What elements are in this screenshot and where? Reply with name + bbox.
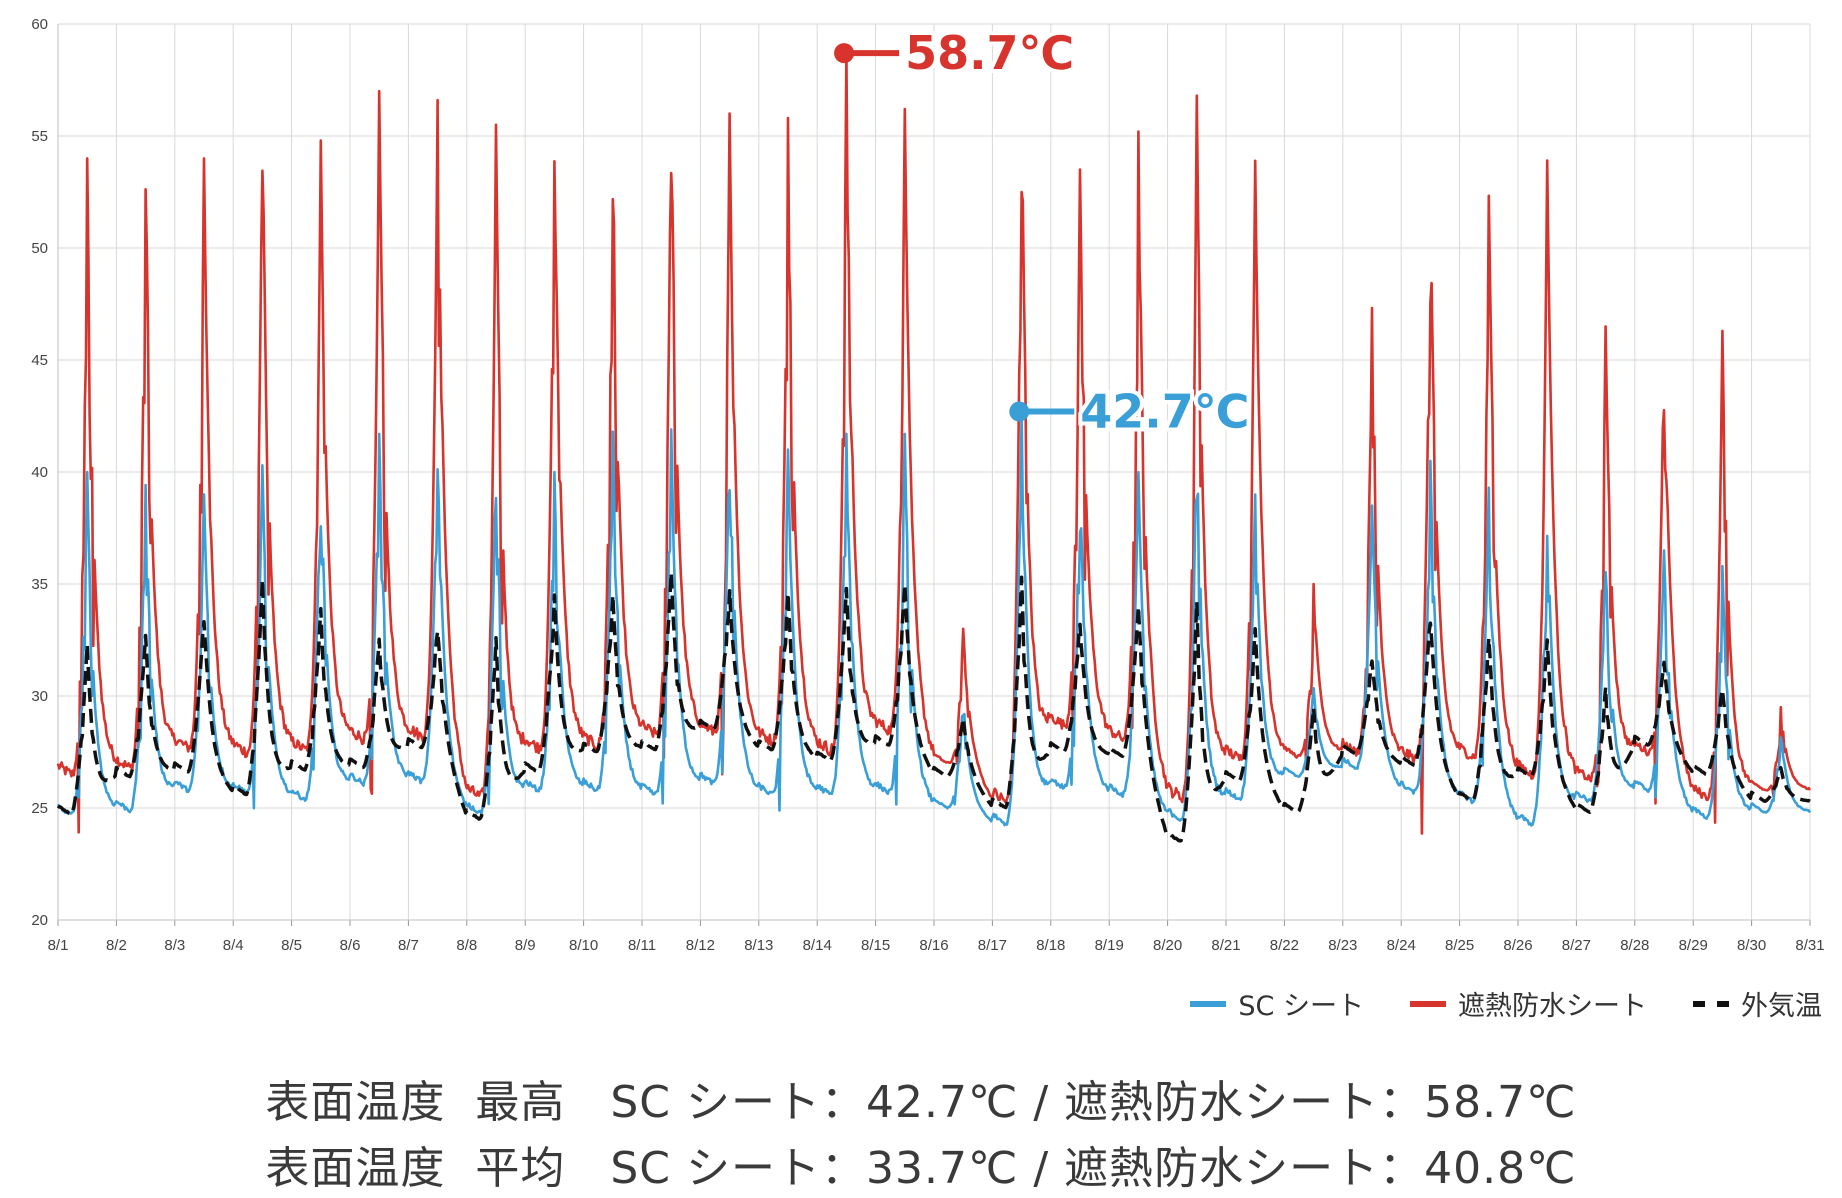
x-tick-label: 8/28 (1620, 937, 1649, 954)
series-line-outdoor (56, 571, 1811, 843)
y-tick-label: 40 (31, 464, 48, 481)
annotation-marker-sc (1009, 401, 1030, 422)
x-tick-label: 8/5 (281, 937, 302, 954)
legend-item-heat: 遮熱防水シート (1410, 984, 1647, 1023)
summary-max-text: 表面温度 最高 SC シート：42.7℃ / 遮熱防水シート：58.7℃ (265, 1077, 1577, 1128)
x-tick-label: 8/10 (569, 937, 598, 954)
x-tick-label: 8/21 (1211, 937, 1240, 954)
x-tick-label: 8/20 (1153, 937, 1182, 954)
x-tick-label: 8/15 (861, 937, 890, 954)
x-tick-label: 8/18 (1036, 937, 1065, 954)
series-line-sc (56, 410, 1812, 827)
x-tick-label: 8/4 (223, 937, 244, 954)
x-tick-label: 8/14 (803, 937, 832, 954)
x-tick-label: 8/30 (1737, 937, 1766, 954)
x-tick-label: 8/8 (456, 937, 477, 954)
chart-legend: SC シート 遮熱防水シート 外気温 (1190, 984, 1822, 1023)
y-tick-label: 35 (31, 576, 48, 593)
x-tick-label: 8/13 (744, 937, 773, 954)
legend-swatch-sc (1190, 1000, 1227, 1007)
x-tick-label: 8/2 (106, 937, 127, 954)
x-tick-label: 8/31 (1795, 937, 1824, 954)
x-tick-label: 8/1 (48, 937, 69, 954)
x-tick-label: 8/22 (1270, 937, 1299, 954)
y-tick-label: 20 (31, 912, 48, 929)
x-tick-label: 8/3 (164, 937, 185, 954)
x-tick-label: 8/25 (1445, 937, 1474, 954)
x-tick-label: 8/24 (1387, 937, 1416, 954)
x-tick-label: 8/27 (1562, 937, 1591, 954)
annotation-label-heat: 58.7℃ (905, 26, 1074, 80)
y-tick-label: 25 (31, 800, 48, 817)
x-tick-label: 8/6 (340, 937, 361, 954)
legend-label-outdoor: 外気温 (1741, 991, 1822, 1022)
x-tick-label: 8/19 (1095, 937, 1124, 954)
y-tick-label: 50 (31, 240, 48, 257)
x-tick-label: 8/16 (919, 937, 948, 954)
legend-swatch-outdoor (1693, 1000, 1729, 1007)
legend-item-outdoor: 外気温 (1693, 984, 1822, 1023)
summary-average-text: 表面温度 平均 SC シート：33.7℃ / 遮熱防水シート：40.8℃ (265, 1143, 1577, 1194)
legend-label-heat: 遮熱防水シート (1458, 991, 1647, 1022)
x-tick-label: 8/23 (1328, 937, 1357, 954)
x-tick-label: 8/29 (1679, 937, 1708, 954)
x-tick-label: 8/9 (515, 937, 536, 954)
y-tick-label: 55 (31, 128, 48, 145)
temperature-chart: 20 25 30 35 40 45 50 55 60 8/1 8/2 8/3 8/4 8/5 8/6 8/7 8… (31, 16, 1824, 954)
x-tick-label: 8/17 (978, 937, 1007, 954)
y-tick-label: 45 (31, 352, 48, 369)
annotation-label-sc: 42.7℃ (1080, 385, 1249, 439)
summary-max: 表面温度 最高 SC シート：42.7℃ / 遮熱防水シート：58.7℃ (0, 1066, 1842, 1130)
legend-swatch-heat (1410, 1000, 1446, 1007)
summary-average: 表面温度 平均 SC シート：33.7℃ / 遮熱防水シート：40.8℃ (0, 1132, 1842, 1196)
annotation-marker-heat (834, 43, 855, 64)
x-tick-label: 8/11 (628, 937, 656, 954)
y-tick-label: 60 (31, 16, 48, 33)
legend-label-sc: SC シート (1238, 991, 1364, 1022)
x-tick-label: 8/7 (398, 937, 419, 954)
x-tick-label: 8/26 (1503, 937, 1532, 954)
y-tick-label: 30 (31, 688, 48, 705)
x-tick-label: 8/12 (686, 937, 715, 954)
legend-item-sc: SC シート (1190, 984, 1364, 1023)
